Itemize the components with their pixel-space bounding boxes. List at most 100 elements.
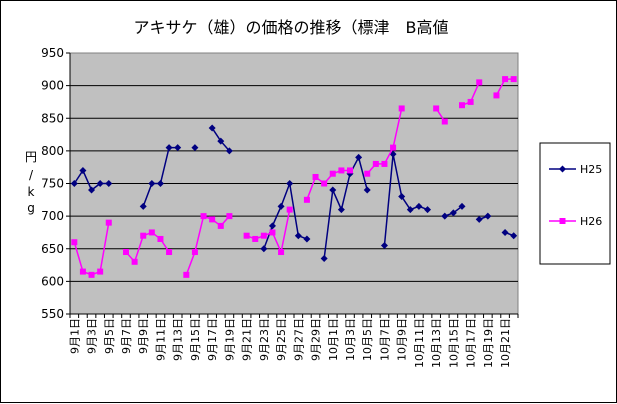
y-tick-label: 700 (41, 209, 64, 223)
x-tick-label: 10月9日 (396, 318, 409, 361)
data-point-square (459, 102, 465, 109)
x-tick-label: 9月27日 (292, 318, 305, 361)
data-point-square (252, 235, 259, 242)
y-tick-label: 950 (41, 46, 64, 60)
x-tick-label: 9月25日 (275, 318, 288, 361)
data-point-diamond (88, 186, 96, 194)
data-point-square (338, 167, 345, 174)
x-tick-label: 9月1日 (68, 318, 81, 354)
y-tick-label: 650 (41, 242, 64, 256)
data-point-square (183, 271, 190, 278)
x-tick-label: 10月21日 (499, 318, 512, 368)
y-tick-label: 550 (41, 307, 64, 321)
data-point-square (364, 170, 371, 177)
series-group (70, 76, 518, 278)
data-point-square (502, 76, 509, 83)
data-point-square (157, 235, 164, 242)
data-point-diamond (70, 180, 78, 187)
data-point-square (131, 258, 138, 265)
x-tick-label: 9月21日 (241, 318, 254, 361)
data-point-square (140, 232, 147, 239)
series-H26 (71, 76, 517, 278)
legend: H25 H26 (539, 142, 611, 265)
data-point-square (269, 229, 276, 236)
x-tick-label: 9月7日 (120, 318, 133, 354)
y-axis-label-part: 円 (25, 150, 37, 164)
data-point-diamond (294, 232, 302, 240)
data-point-square (476, 79, 483, 86)
x-tick-label: 9月29日 (310, 318, 323, 361)
x-tick-label: 10月5日 (361, 318, 374, 361)
x-tick-label: 9月19日 (223, 318, 236, 361)
data-point-diamond (415, 202, 423, 210)
data-point-diamond (475, 215, 483, 223)
data-point-square (226, 213, 233, 220)
legend-label-H25: H25 (580, 163, 602, 176)
x-axis-ticks: 9月1日 9月3日 9月5日 9月7日 9月9日 9月11日 9月13日 9月15日 9月17日… (68, 314, 519, 368)
x-tick-label: 10月19日 (482, 318, 495, 368)
y-axis-label-part: / (29, 168, 34, 182)
data-point-diamond (320, 255, 328, 263)
x-tick-label: 10月13日 (430, 318, 443, 368)
data-point-square (79, 268, 86, 275)
y-axis-label-part: g (27, 201, 35, 215)
data-point-square (260, 232, 267, 239)
x-tick-label: 10月3日 (344, 318, 357, 361)
y-tick-label: 800 (41, 144, 64, 158)
series-H25 (70, 124, 518, 263)
data-point-diamond (380, 241, 388, 249)
y-axis-label-part: k (28, 185, 35, 199)
legend-label-H26: H26 (580, 215, 602, 228)
data-point-diamond (79, 166, 87, 174)
chart-title: アキサケ（雄）の価格の推移（標津 B高値 (134, 18, 449, 37)
data-point-diamond (337, 206, 345, 214)
data-point-diamond (501, 228, 509, 236)
data-point-square (243, 232, 250, 239)
y-tick-label: 750 (41, 177, 64, 191)
data-point-diamond (286, 180, 294, 187)
data-point-diamond (458, 202, 466, 210)
legend-box (539, 142, 611, 265)
data-point-diamond (105, 180, 113, 187)
data-point-diamond (225, 147, 233, 155)
data-point-diamond (217, 137, 225, 145)
x-tick-label: 9月9日 (137, 318, 150, 354)
data-point-diamond (174, 144, 182, 152)
data-point-square (71, 239, 78, 246)
y-axis-label: 円 / k g (25, 150, 37, 215)
data-point-diamond (329, 186, 337, 194)
data-point-square (191, 249, 198, 256)
data-point-diamond (191, 144, 199, 152)
data-point-square (559, 218, 566, 224)
data-point-diamond (96, 180, 104, 187)
x-tick-label: 9月15日 (189, 318, 202, 361)
data-point-diamond (277, 202, 285, 210)
y-tick-label: 600 (41, 274, 64, 288)
data-point-square (148, 229, 155, 236)
x-tick-label: 9月5日 (103, 318, 116, 354)
data-point-square (209, 216, 216, 223)
data-point-diamond (156, 180, 164, 187)
data-point-square (105, 219, 112, 226)
data-point-square (467, 98, 474, 105)
data-point-diamond (268, 222, 276, 230)
series-line-H25 (323, 155, 368, 259)
data-point-diamond (260, 245, 268, 253)
y-tick-label: 850 (41, 111, 64, 125)
data-point-diamond (363, 186, 371, 194)
data-point-square (286, 206, 293, 213)
data-point-diamond (406, 206, 414, 214)
data-point-diamond (449, 209, 457, 217)
y-axis-ticks: 550 600 650 700 750 800 850 900 950 (41, 46, 70, 321)
data-point-square (321, 180, 328, 187)
data-point-square (347, 167, 353, 174)
data-point-diamond (510, 232, 518, 240)
x-tick-label: 9月23日 (258, 318, 271, 361)
data-point-square (312, 173, 319, 180)
data-point-square (88, 271, 95, 278)
x-tick-label: 9月11日 (154, 318, 167, 361)
x-tick-label: 9月17日 (206, 318, 219, 361)
data-point-diamond (165, 144, 173, 152)
data-point-square (381, 160, 388, 167)
